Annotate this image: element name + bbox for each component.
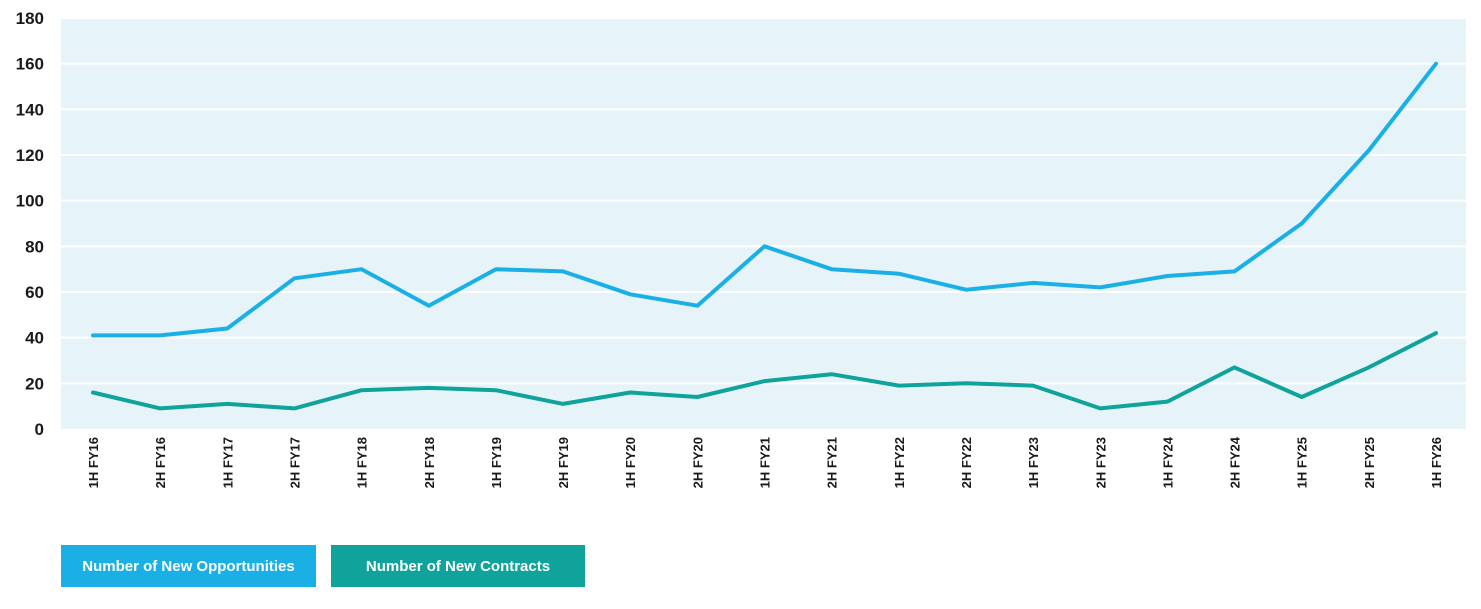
y-tick-label: 20 (25, 374, 44, 393)
x-tick-label: 2H FY25 (1362, 437, 1377, 488)
series-lines (91, 61, 1438, 411)
y-tick-label: 80 (25, 237, 44, 256)
legend-item-new-opportunities: Number of New Opportunities (61, 545, 316, 587)
y-tick-label: 140 (16, 100, 44, 119)
x-tick-label: 1H FY21 (758, 437, 773, 488)
x-tick-label: 1H FY23 (1026, 437, 1041, 488)
x-tick-label: 2H FY20 (690, 437, 705, 488)
x-tick-label: 2H FY19 (556, 437, 571, 488)
x-tick-label: 1H FY19 (489, 437, 504, 488)
plot-background (61, 18, 1466, 429)
y-tick-label: 100 (16, 192, 44, 211)
y-tick-label: 0 (35, 420, 44, 439)
x-tick-label: 2H FY22 (959, 437, 974, 488)
x-tick-label: 1H FY18 (355, 437, 370, 488)
x-tick-label: 1H FY26 (1429, 437, 1444, 488)
y-tick-label: 40 (25, 329, 44, 348)
y-axis-ticks: 0 20 40 60 80 100 120 140 160 180 (16, 9, 44, 439)
x-tick-label: 1H FY17 (220, 437, 235, 488)
x-tick-label: 1H FY24 (1160, 436, 1175, 488)
x-tick-label: 1H FY25 (1295, 437, 1310, 488)
y-tick-label: 180 (16, 9, 44, 28)
gridlines (61, 17, 1466, 385)
legend-item-new-contracts: Number of New Contracts (331, 545, 585, 587)
x-tick-label: 1H FY20 (623, 437, 638, 488)
x-tick-label: 2H FY21 (825, 437, 840, 488)
y-tick-label: 60 (25, 283, 44, 302)
series-line-new-opportunities (91, 61, 1438, 338)
legend-label-new-contracts: Number of New Contracts (365, 557, 551, 575)
x-tick-label: 2H FY16 (153, 437, 168, 488)
x-tick-label: 1H FY16 (86, 437, 101, 488)
x-axis-ticks: 1H FY16 2H FY16 1H FY17 2H FY17 1H FY18 2H FY… (86, 436, 1444, 488)
x-tick-label: 1H FY22 (892, 437, 907, 488)
x-tick-label: 2H FY18 (422, 437, 437, 488)
legend-label-new-opportunities: Number of New Opportunities (82, 557, 295, 575)
x-tick-label: 2H FY23 (1093, 437, 1108, 488)
x-tick-label: 2H FY17 (287, 437, 302, 488)
series-line-new-contracts (91, 331, 1438, 411)
y-tick-label: 160 (16, 55, 44, 74)
x-tick-label: 2H FY24 (1228, 436, 1243, 488)
y-tick-label: 120 (16, 146, 44, 165)
